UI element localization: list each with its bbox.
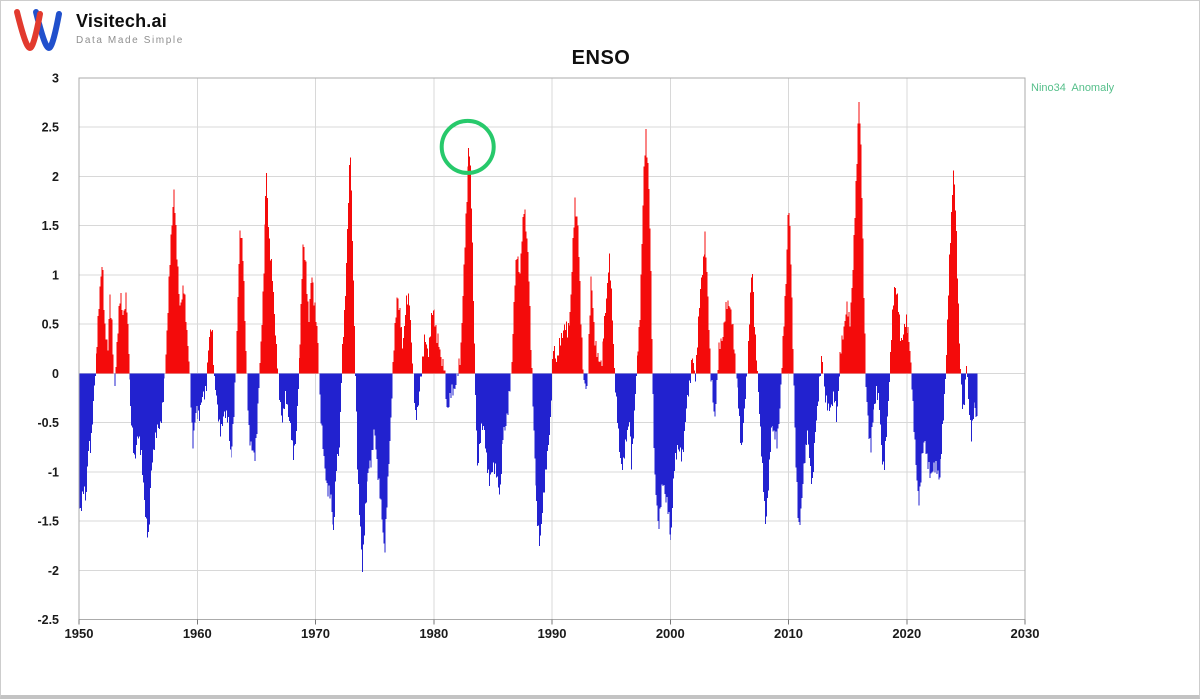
annotation-circle bbox=[439, 118, 496, 175]
brand-name: Visitech.ai bbox=[76, 11, 167, 31]
y-tick-label: -1 bbox=[48, 465, 59, 479]
y-tick-label: 2 bbox=[52, 170, 59, 184]
visitech-logo-icon bbox=[14, 9, 62, 52]
y-tick-label: 1.5 bbox=[42, 219, 59, 233]
y-tick-label: 3 bbox=[52, 72, 59, 86]
y-tick-label: 1 bbox=[52, 268, 59, 282]
x-tick-label: 1960 bbox=[183, 626, 212, 641]
x-tick-label: 1980 bbox=[419, 626, 448, 641]
y-axis-labels: 3 2.5 2 1.5 1 0.5 0 -0.5 -1 -1.5 -2 -2.5 bbox=[37, 72, 59, 628]
anomaly-bars bbox=[79, 101, 978, 572]
x-tick-label: 2030 bbox=[1011, 626, 1040, 641]
brand-tagline: Data Made Simple bbox=[76, 34, 184, 46]
x-axis-labels: 1950 1960 1970 1980 1990 2000 2010 2020 2030 bbox=[65, 626, 1040, 641]
y-tick-label: -1.5 bbox=[37, 515, 59, 529]
y-tick-label: 0 bbox=[52, 367, 59, 381]
visitech-logo: Visitech.ai Data Made Simple bbox=[13, 8, 184, 54]
plot-border bbox=[78, 77, 1026, 625]
legend-label: Nino34 Anomaly bbox=[1031, 82, 1115, 94]
x-tick-label: 1970 bbox=[301, 626, 330, 641]
gridlines bbox=[78, 77, 1026, 620]
y-tick-label: -0.5 bbox=[37, 416, 59, 430]
x-tick-label: 2010 bbox=[774, 626, 803, 641]
x-tick-label: 2000 bbox=[656, 626, 685, 641]
x-tick-label: 2020 bbox=[892, 626, 921, 641]
y-tick-label: -2.5 bbox=[37, 613, 59, 627]
chart-title: ENSO bbox=[571, 47, 631, 69]
x-tick-label: 1950 bbox=[65, 626, 94, 641]
y-tick-label: -2 bbox=[48, 564, 59, 578]
y-tick-label: 2.5 bbox=[42, 121, 59, 135]
x-tick-label: 1990 bbox=[538, 626, 567, 641]
y-tick-label: 0.5 bbox=[42, 318, 59, 332]
